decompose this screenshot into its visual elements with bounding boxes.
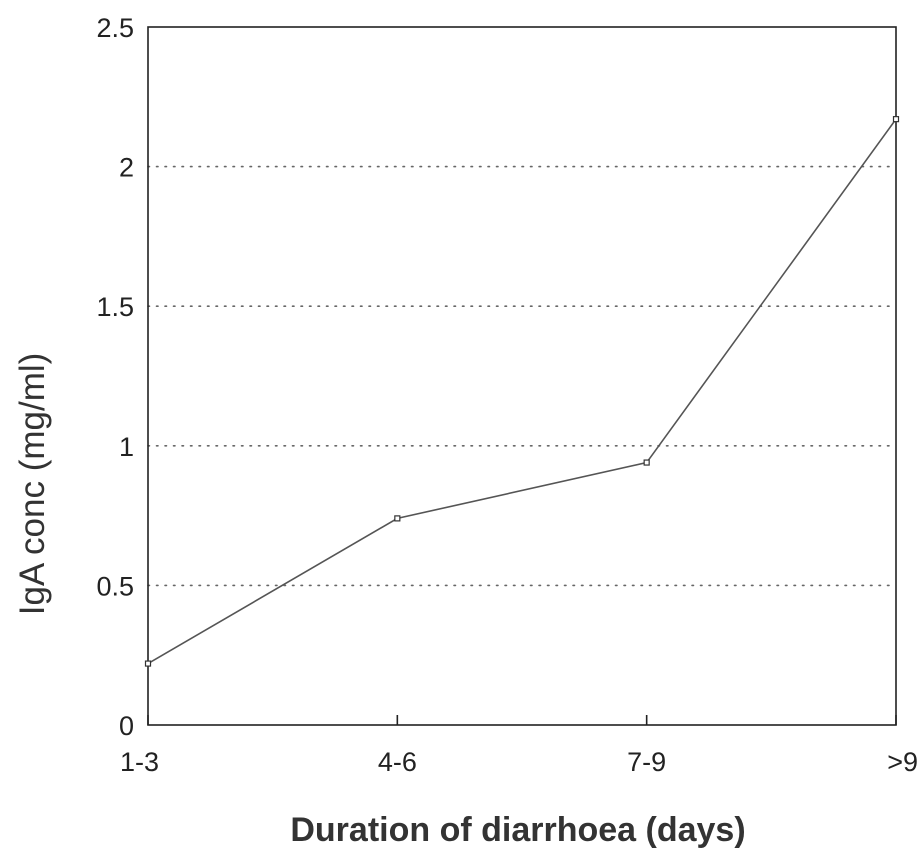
axis-ticks	[147, 715, 897, 725]
y-axis-title: IgA conc (mg/ml)	[13, 353, 52, 616]
y-tick-labels: 0 0.5 1 1.5 2 2.5	[96, 13, 134, 741]
x-tick-label: 7-9	[627, 747, 666, 777]
y-tick-label: 0.5	[96, 571, 134, 601]
plot-frame	[147, 26, 897, 726]
y-tick-label: 2	[119, 153, 134, 183]
x-tick-label: 1-3	[120, 747, 159, 777]
y-tick-label: 2.5	[96, 13, 134, 43]
grid-lines	[147, 165, 897, 587]
data-point	[394, 515, 401, 522]
series-line	[147, 118, 897, 665]
x-tick-label: 4-6	[378, 747, 417, 777]
data-point	[892, 116, 900, 123]
data-point	[643, 459, 650, 466]
x-tick-label: >9	[887, 747, 918, 777]
y-tick-label: 1.5	[96, 292, 134, 322]
y-tick-label: 0	[119, 711, 134, 741]
y-tick-label: 1	[119, 432, 134, 462]
series-layer	[144, 116, 900, 667]
x-axis-title: Duration of diarrhoea (days)	[290, 811, 745, 849]
x-tick-labels: 1-3 4-6 7-9 >9	[120, 747, 918, 777]
data-point	[144, 660, 152, 667]
